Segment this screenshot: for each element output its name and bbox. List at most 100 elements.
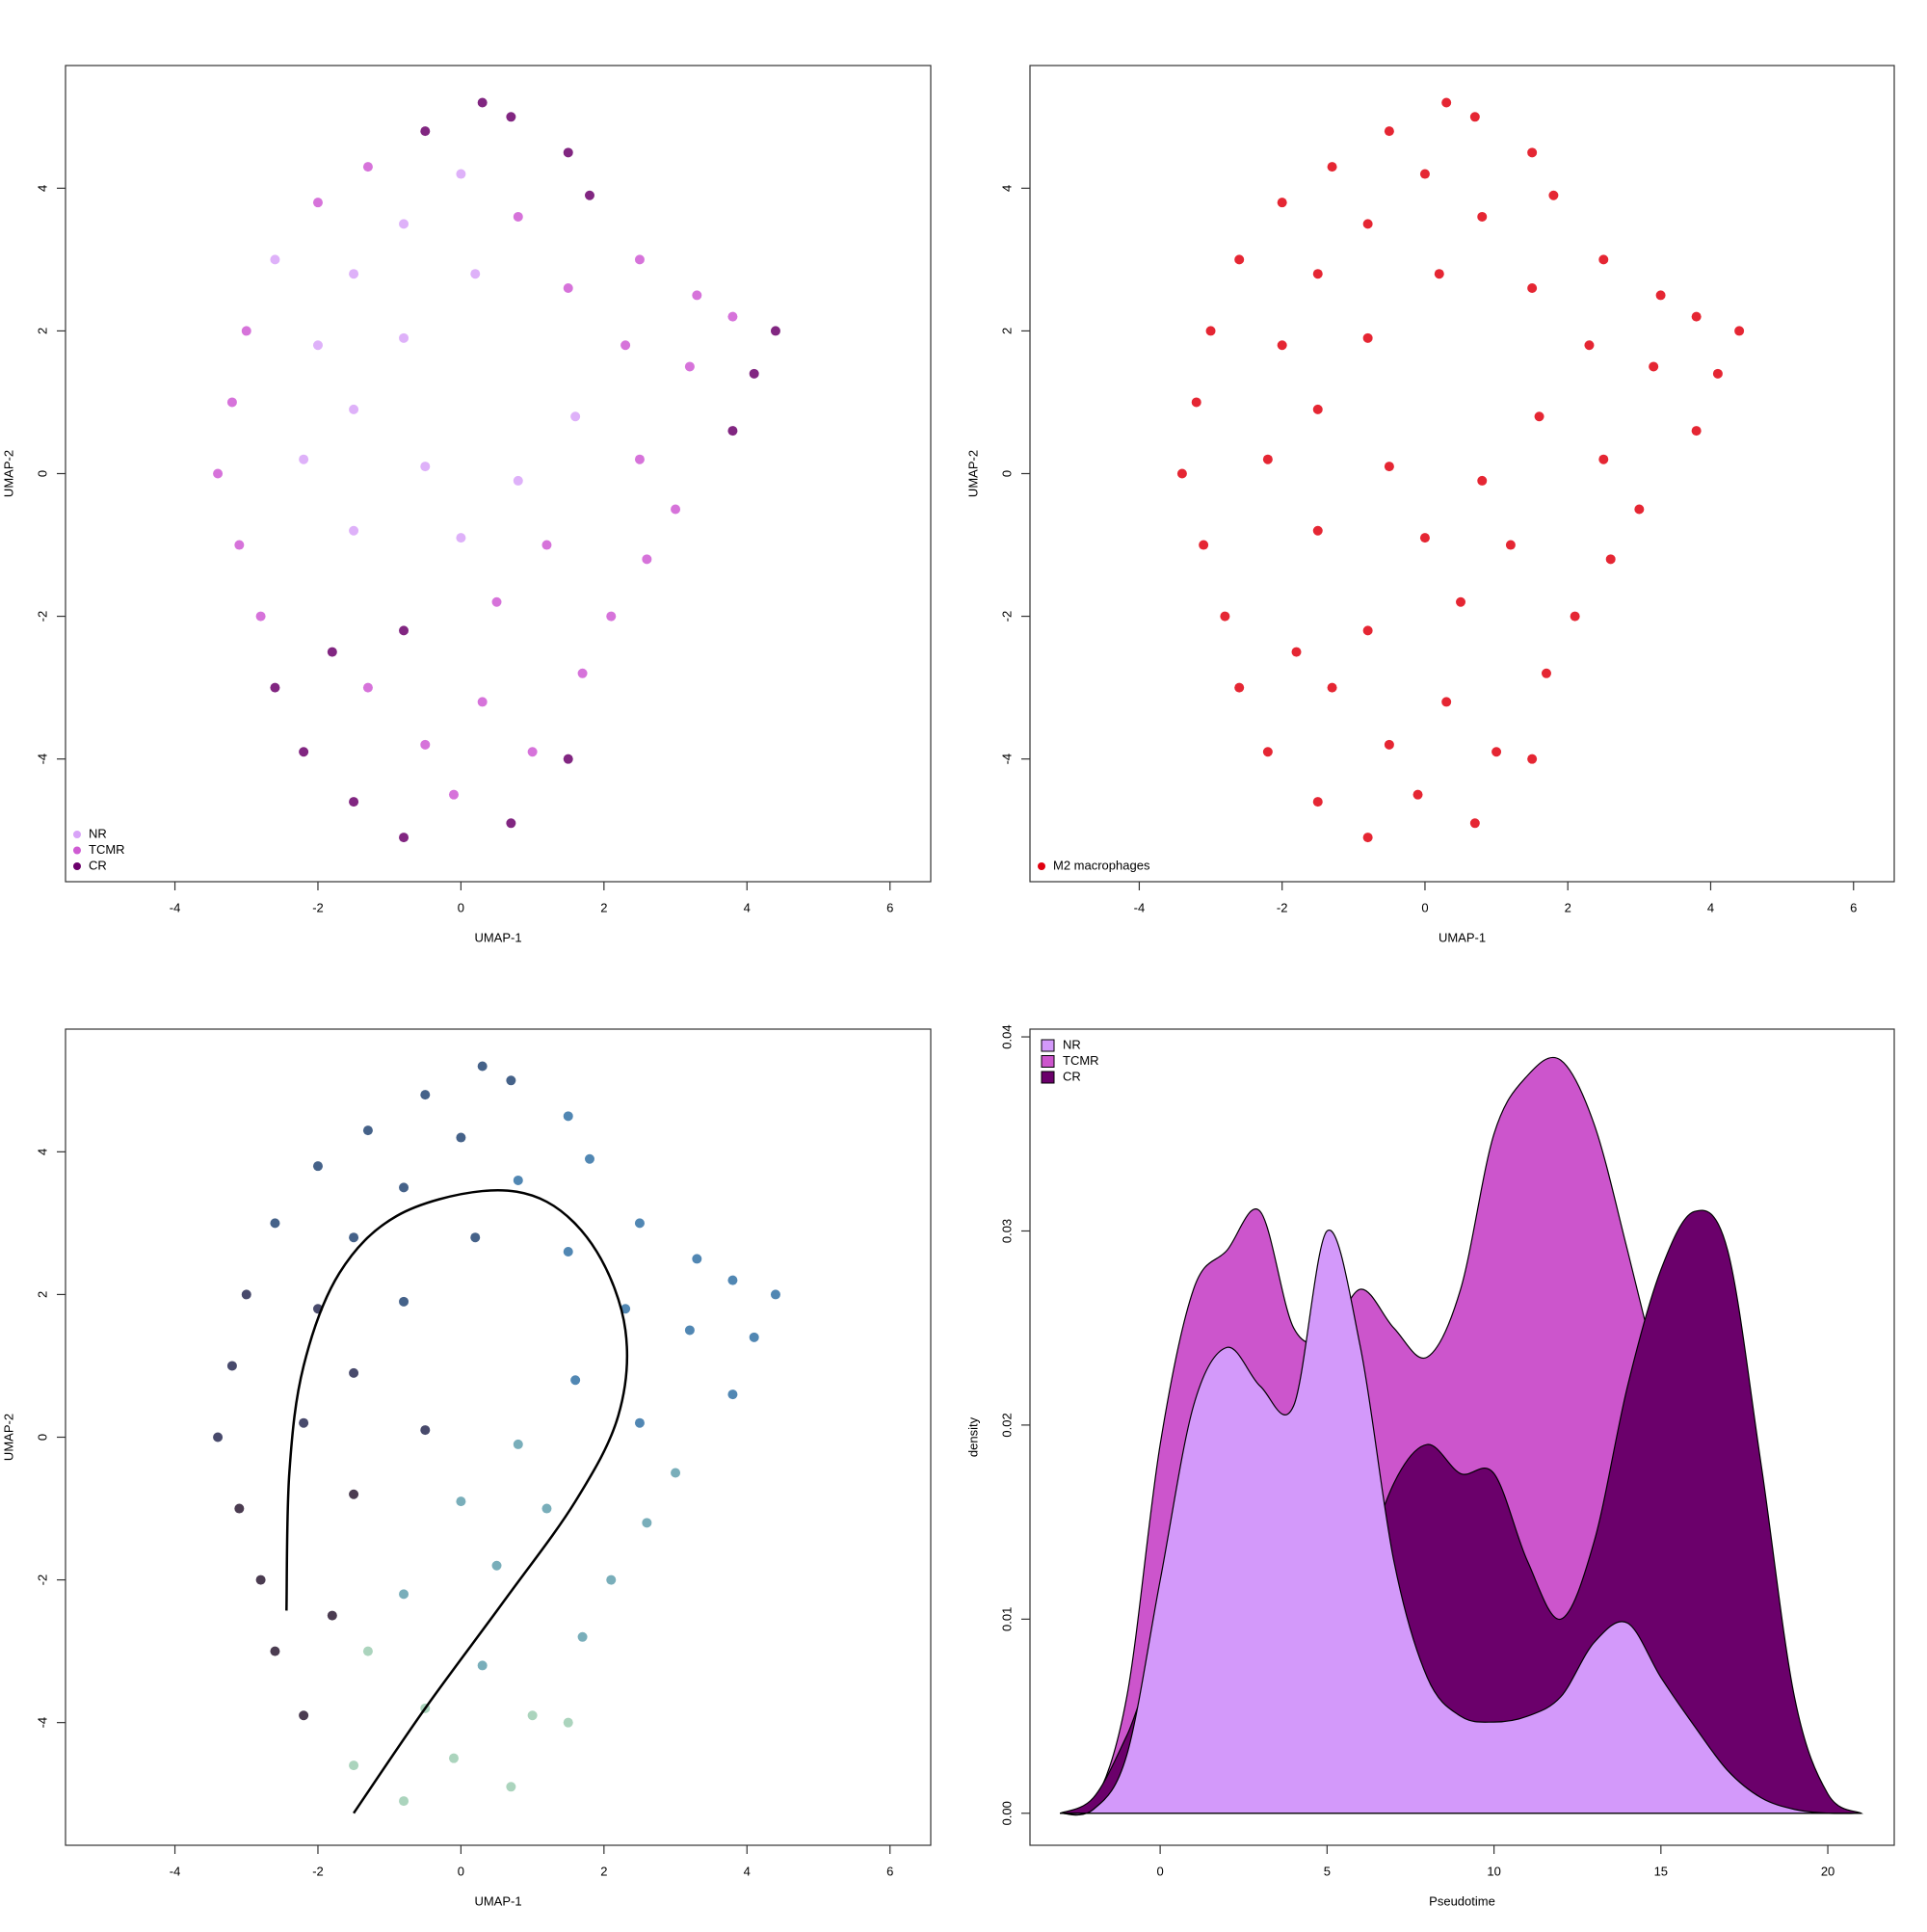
- point: [226, 397, 237, 408]
- point: [399, 1589, 409, 1600]
- point: [1277, 340, 1287, 351]
- point: [541, 1503, 552, 1514]
- point: [727, 1389, 738, 1400]
- point: [1541, 668, 1551, 678]
- y-tick-label: 2: [35, 328, 49, 334]
- y-tick-label: -2: [35, 1575, 49, 1586]
- y-tick-label: -4: [35, 754, 49, 765]
- x-tick-label: 5: [1324, 1864, 1331, 1878]
- point: [349, 1489, 359, 1499]
- point: [213, 468, 224, 479]
- point: [349, 404, 359, 414]
- x-tick-label: 0: [458, 900, 464, 914]
- legend-marker: [1038, 862, 1045, 870]
- x-tick-label: 6: [886, 1864, 893, 1878]
- point: [1527, 147, 1538, 158]
- y-tick-label: 0: [35, 1434, 49, 1441]
- legend-label: TCMR: [1063, 1053, 1099, 1068]
- point: [692, 290, 702, 301]
- point: [1534, 411, 1544, 422]
- point: [241, 326, 251, 336]
- point: [255, 1575, 266, 1585]
- point: [270, 682, 280, 693]
- point: [1419, 169, 1430, 179]
- y-tick-label: 0: [999, 470, 1014, 477]
- x-tick-label: -2: [1277, 900, 1288, 914]
- point: [327, 1610, 337, 1621]
- point: [349, 525, 359, 536]
- point: [1384, 739, 1394, 750]
- point: [1691, 311, 1702, 322]
- point: [1419, 533, 1430, 543]
- point: [399, 1796, 409, 1807]
- point: [399, 1296, 409, 1307]
- point: [299, 454, 309, 464]
- point: [1205, 326, 1216, 336]
- point: [1291, 647, 1302, 657]
- point: [770, 326, 780, 336]
- point: [299, 1710, 309, 1721]
- point: [1584, 340, 1595, 351]
- point: [620, 1304, 631, 1314]
- point: [1691, 426, 1702, 437]
- point: [420, 1090, 431, 1100]
- x-tick-label: 15: [1654, 1864, 1668, 1878]
- point: [1277, 198, 1287, 208]
- y-tick-label: -2: [999, 611, 1014, 622]
- legend-swatch: [1041, 1055, 1055, 1068]
- plot-frame: [65, 65, 932, 883]
- point: [770, 1289, 780, 1300]
- point: [563, 754, 573, 764]
- point: [727, 1275, 738, 1285]
- y-axis-title: UMAP-2: [1, 450, 15, 497]
- point: [448, 1753, 459, 1763]
- point: [234, 1503, 245, 1514]
- point: [1312, 269, 1323, 279]
- y-axis-title: density: [965, 1416, 980, 1457]
- legend-label: CR: [89, 858, 107, 872]
- point: [1570, 611, 1580, 622]
- plot-frame: [1029, 1028, 1895, 1846]
- point: [634, 454, 645, 464]
- point: [634, 1417, 645, 1428]
- point: [563, 1111, 573, 1122]
- point: [362, 162, 373, 172]
- point: [727, 426, 738, 437]
- point: [584, 190, 594, 200]
- y-tick-label: -4: [999, 754, 1014, 765]
- point: [1220, 611, 1230, 622]
- point: [692, 1254, 702, 1264]
- point: [349, 797, 359, 807]
- point: [642, 1518, 652, 1528]
- plot-frame: [65, 1028, 932, 1846]
- point: [1312, 404, 1323, 414]
- point: [420, 126, 431, 137]
- principal-curve: [285, 1189, 629, 1814]
- point: [563, 283, 573, 293]
- point: [349, 1232, 359, 1243]
- point: [620, 340, 631, 351]
- point: [1712, 368, 1723, 379]
- point: [671, 1468, 681, 1478]
- x-tick-label: 4: [744, 900, 751, 914]
- point: [270, 254, 280, 265]
- point: [513, 211, 523, 222]
- point: [349, 269, 359, 279]
- point: [642, 554, 652, 565]
- point: [349, 1367, 359, 1378]
- x-tick-label: 6: [886, 900, 893, 914]
- point: [1456, 596, 1466, 607]
- point: [420, 739, 431, 750]
- point: [606, 1575, 617, 1585]
- point: [671, 504, 681, 515]
- legend-marker: [73, 831, 81, 838]
- point: [541, 540, 552, 550]
- point: [399, 625, 409, 636]
- y-tick-label: 4: [999, 185, 1014, 192]
- point: [634, 254, 645, 265]
- legend-swatch: [1041, 1039, 1055, 1052]
- point: [1327, 682, 1337, 693]
- x-tick-label: 2: [600, 900, 607, 914]
- x-tick-label: -2: [312, 900, 324, 914]
